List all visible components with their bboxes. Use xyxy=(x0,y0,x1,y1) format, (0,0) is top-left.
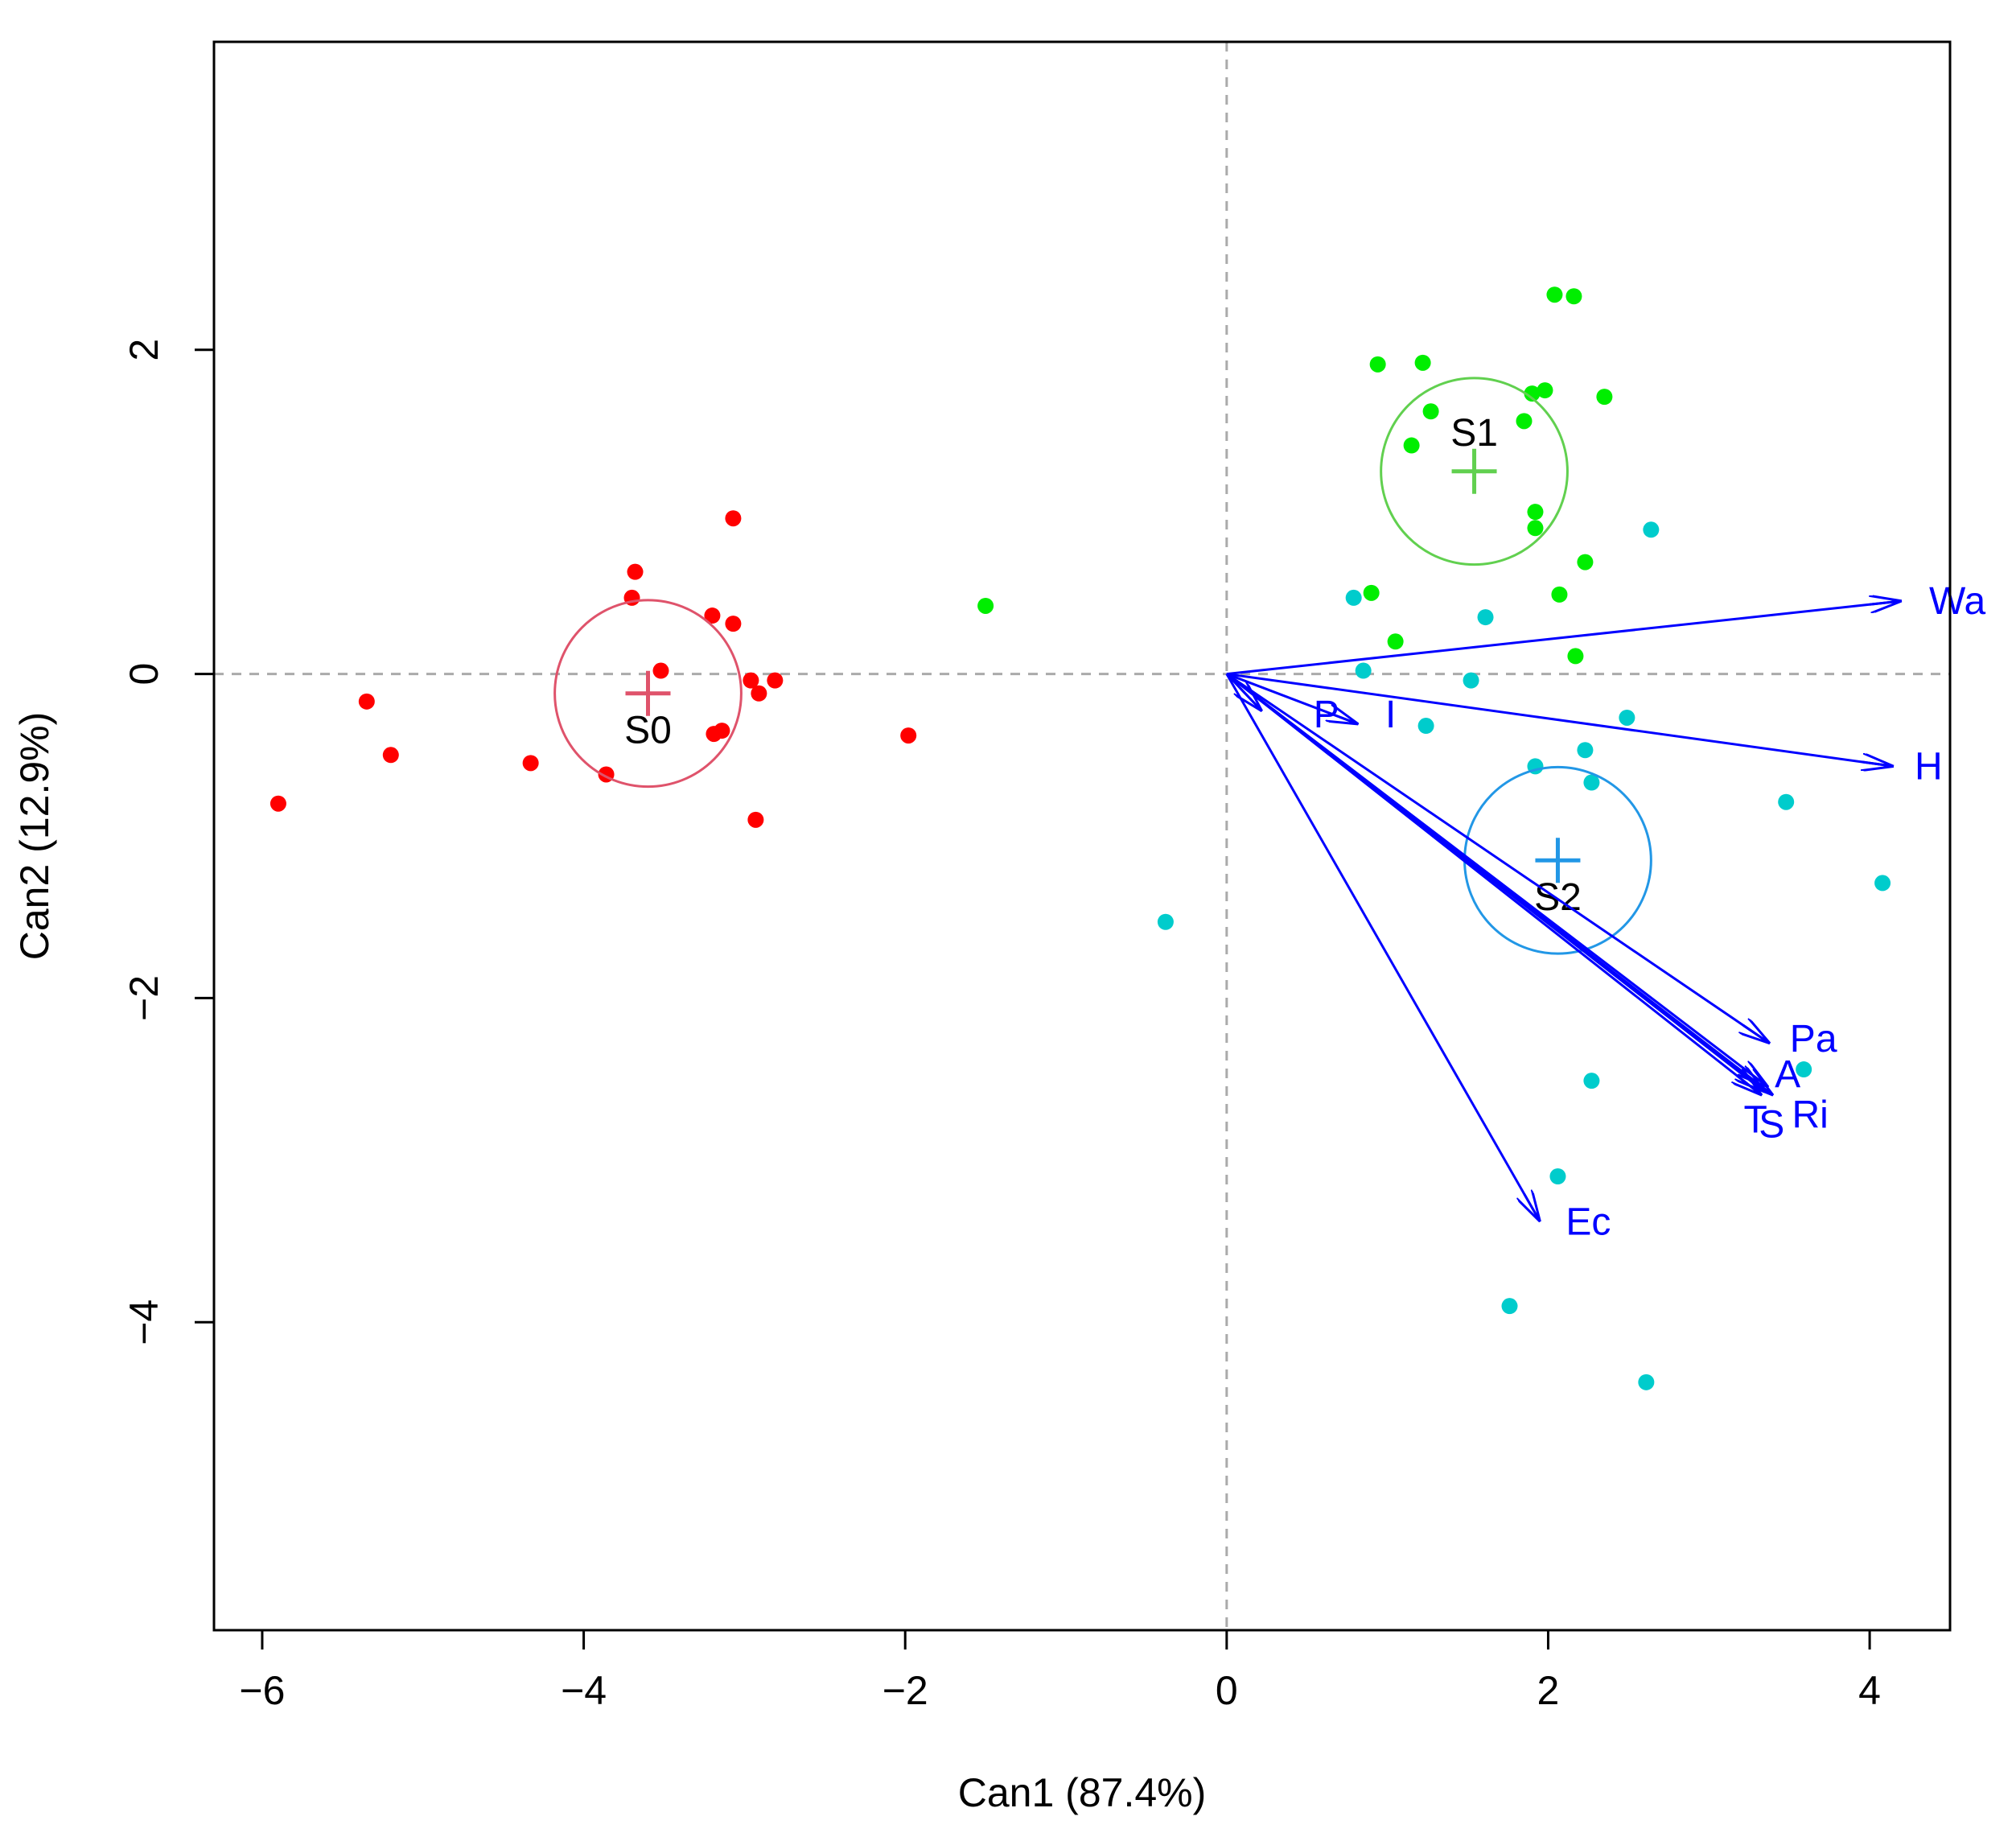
vector-label-a: A xyxy=(1775,1053,1800,1096)
vector-label-pa: Pa xyxy=(1790,1018,1837,1061)
data-point xyxy=(652,662,669,679)
vector-arrow-h xyxy=(1226,673,1894,767)
data-point xyxy=(1417,718,1434,735)
centroid-marker-s2 xyxy=(1535,838,1581,883)
data-point xyxy=(743,672,759,689)
data-point xyxy=(1516,413,1533,430)
plot-frame xyxy=(212,40,1952,1632)
y-tick-label: 0 xyxy=(121,663,167,686)
data-point xyxy=(1549,1168,1566,1184)
data-point xyxy=(1551,586,1568,603)
plot-marks: S0S1S2WaHPIPaASRiTEc xyxy=(269,286,1986,1390)
x-axis-title: Can1 (87.4%) xyxy=(958,1770,1207,1815)
axes: −6 −4 −2 0 2 4 −4 −2 0 2 xyxy=(121,339,1881,1713)
data-point xyxy=(1345,589,1362,606)
vector-arrow-pa xyxy=(1225,673,1770,1044)
data-point xyxy=(627,563,644,580)
centroid-marker-s1 xyxy=(1451,448,1497,494)
data-point xyxy=(1778,793,1795,810)
data-point xyxy=(522,755,539,772)
data-point xyxy=(1157,913,1174,930)
series-s0: S0 xyxy=(269,510,917,828)
data-point xyxy=(725,616,742,632)
data-point xyxy=(1422,403,1439,420)
x-tick-label: −2 xyxy=(883,1668,928,1713)
vector-arrow-i xyxy=(1226,673,1359,724)
data-point xyxy=(900,727,917,744)
vector-label-s: S xyxy=(1759,1104,1784,1147)
vector-arrow-wa xyxy=(1226,601,1902,676)
group-label-s0: S0 xyxy=(624,710,672,752)
series-s2: S2 xyxy=(1157,521,1891,1390)
x-tick-label: 4 xyxy=(1858,1668,1881,1713)
data-point xyxy=(1619,709,1635,726)
data-point xyxy=(1567,648,1584,665)
vector-arrow-ec xyxy=(1225,673,1541,1222)
x-tick-label: −4 xyxy=(561,1668,607,1713)
data-point xyxy=(1527,504,1544,521)
series-s1: S1 xyxy=(977,286,1613,665)
data-point xyxy=(1477,609,1494,626)
data-point xyxy=(358,693,375,710)
confidence-circle-s1 xyxy=(1380,377,1569,566)
confidence-circle-s0 xyxy=(553,599,743,789)
data-point xyxy=(767,672,784,689)
data-point xyxy=(1546,286,1563,303)
data-point xyxy=(1596,389,1613,406)
data-point xyxy=(1363,584,1380,601)
data-point xyxy=(714,723,730,739)
vector-label-ri: Ri xyxy=(1792,1093,1828,1136)
data-point xyxy=(269,795,286,812)
data-point xyxy=(1796,1061,1812,1078)
data-point xyxy=(751,685,767,702)
vector-label-i: I xyxy=(1385,694,1396,736)
data-point xyxy=(1537,382,1553,399)
data-point xyxy=(1874,875,1891,892)
data-point xyxy=(1403,437,1420,454)
data-point xyxy=(747,811,764,828)
data-point xyxy=(1355,662,1372,679)
data-point xyxy=(382,747,399,764)
vector-label-t: T xyxy=(1744,1099,1767,1142)
x-tick-label: 2 xyxy=(1537,1668,1560,1713)
data-point xyxy=(1463,672,1479,689)
data-point xyxy=(704,607,721,624)
data-point xyxy=(1577,554,1594,570)
vector-arrow-p xyxy=(1225,673,1262,711)
data-point xyxy=(977,597,994,614)
vector-label-h: H xyxy=(1915,745,1943,788)
y-tick-label: −4 xyxy=(121,1299,167,1345)
data-point xyxy=(1527,520,1544,537)
data-point xyxy=(1524,385,1541,402)
centroid-marker-s0 xyxy=(625,670,671,716)
data-point xyxy=(1583,1073,1600,1089)
x-tick-label: 0 xyxy=(1216,1668,1238,1713)
y-axis-title: Can2 (12.9%) xyxy=(12,712,57,961)
data-point xyxy=(1638,1374,1655,1390)
y-tick-label: 2 xyxy=(121,339,167,361)
group-label-s1: S1 xyxy=(1450,412,1498,455)
data-point xyxy=(1565,288,1582,305)
x-tick-label: −6 xyxy=(239,1668,285,1713)
data-point xyxy=(1369,356,1386,373)
data-point xyxy=(1387,633,1404,650)
data-point xyxy=(1577,742,1594,759)
data-point xyxy=(725,510,742,527)
data-point xyxy=(1414,354,1431,371)
data-point xyxy=(1583,774,1600,791)
vector-label-wa: Wa xyxy=(1929,580,1986,623)
reference-lines xyxy=(214,42,1950,1630)
vector-label-ec: Ec xyxy=(1565,1201,1611,1243)
data-point xyxy=(1643,521,1660,538)
data-point xyxy=(1501,1298,1518,1315)
vector-arrow-t xyxy=(1225,673,1762,1096)
y-tick-label: −2 xyxy=(121,975,167,1021)
